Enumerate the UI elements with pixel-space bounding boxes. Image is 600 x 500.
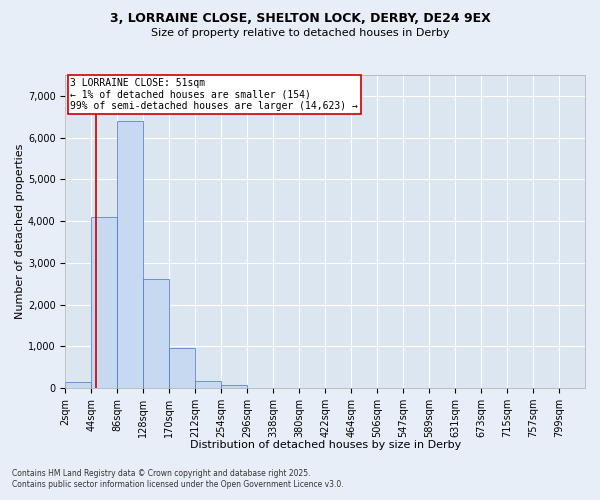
Bar [196,380,221,388]
Bar [91,217,117,388]
Bar [143,280,169,388]
Text: 3 LORRAINE CLOSE: 51sqm
← 1% of detached houses are smaller (154)
99% of semi-de: 3 LORRAINE CLOSE: 51sqm ← 1% of detached… [70,78,358,112]
X-axis label: Distribution of detached houses by size in Derby: Distribution of detached houses by size … [190,440,461,450]
Bar [117,121,143,388]
Bar [169,348,196,388]
Text: 3, LORRAINE CLOSE, SHELTON LOCK, DERBY, DE24 9EX: 3, LORRAINE CLOSE, SHELTON LOCK, DERBY, … [110,12,490,26]
Text: Size of property relative to detached houses in Derby: Size of property relative to detached ho… [151,28,449,38]
Text: Contains public sector information licensed under the Open Government Licence v3: Contains public sector information licen… [12,480,344,489]
Text: Contains HM Land Registry data © Crown copyright and database right 2025.: Contains HM Land Registry data © Crown c… [12,468,311,477]
Bar [221,386,247,388]
Bar [65,382,91,388]
Y-axis label: Number of detached properties: Number of detached properties [15,144,25,319]
